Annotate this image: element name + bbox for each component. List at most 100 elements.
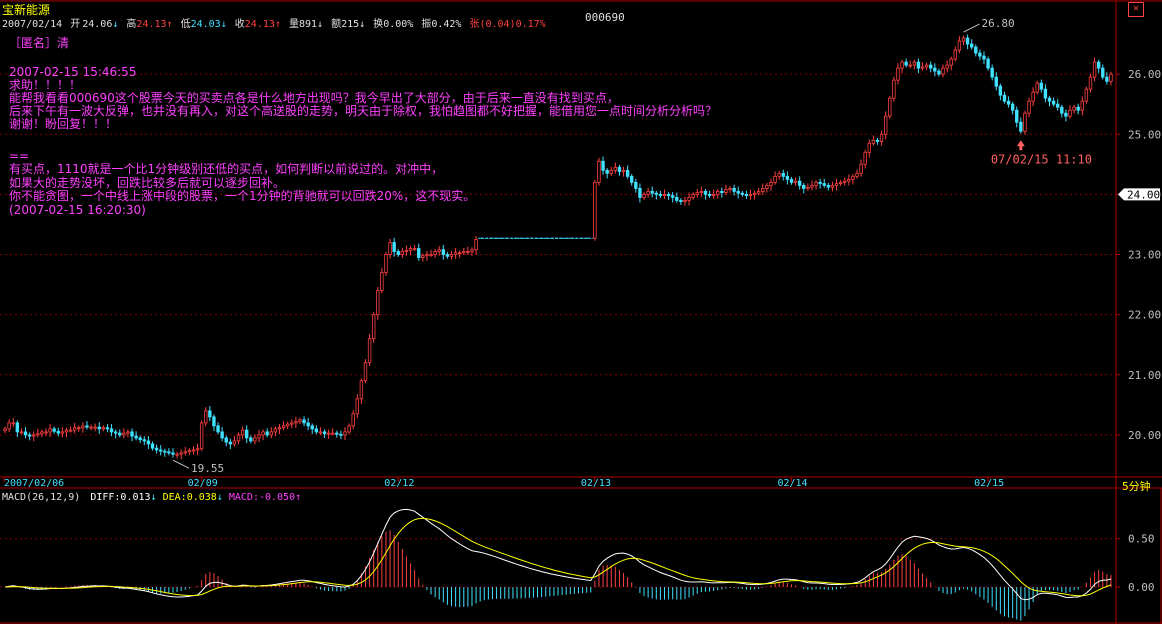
candle-body bbox=[793, 180, 798, 183]
candle-body bbox=[605, 169, 609, 174]
candle-body bbox=[642, 193, 646, 198]
candle-body bbox=[941, 67, 945, 75]
candle-body bbox=[171, 452, 175, 455]
info-turn: 0.00% bbox=[383, 19, 414, 30]
candle-body bbox=[396, 251, 400, 255]
candle-body bbox=[441, 249, 446, 255]
candle-body bbox=[89, 426, 93, 429]
arrow-up-icon: ↑ bbox=[274, 19, 281, 30]
macd-y-tick-label: 0.00 bbox=[1128, 581, 1155, 594]
period-selector[interactable]: 5分钟 bbox=[1122, 480, 1151, 493]
candle-body bbox=[294, 421, 298, 424]
arrow-down-icon: ↓ bbox=[150, 492, 157, 503]
candle-body bbox=[863, 151, 867, 165]
candle-body bbox=[322, 431, 327, 435]
info-amt: 215 bbox=[341, 19, 360, 30]
candle-body bbox=[875, 139, 880, 142]
candle-body bbox=[167, 451, 171, 454]
candle-body bbox=[990, 67, 994, 78]
min-price-label: 19.55 bbox=[191, 462, 224, 475]
candle-body bbox=[769, 181, 773, 186]
candle-body bbox=[208, 410, 212, 418]
candle-body bbox=[298, 419, 302, 423]
candle-body bbox=[822, 183, 826, 186]
candle-body bbox=[859, 163, 863, 174]
candle-body bbox=[695, 192, 699, 195]
annotation-question-time: 2007-02-15 15:46:55 bbox=[9, 65, 137, 79]
candle-body bbox=[236, 434, 241, 442]
candle-body bbox=[662, 193, 667, 196]
y-tick-label: 23.00 bbox=[1128, 249, 1161, 262]
candle-body bbox=[261, 431, 265, 436]
candle-body bbox=[1101, 67, 1105, 78]
x-tick-label: 02/12 bbox=[384, 478, 414, 489]
candle-body bbox=[183, 451, 187, 454]
candle-body bbox=[761, 187, 765, 192]
candle-body bbox=[367, 338, 372, 364]
close-icon[interactable]: ✕ bbox=[1128, 2, 1144, 17]
candle-body bbox=[1019, 121, 1023, 132]
candle-body bbox=[56, 430, 60, 434]
candle-body bbox=[310, 425, 314, 430]
info-open: 24.06 bbox=[82, 19, 113, 30]
candle-body bbox=[306, 422, 310, 427]
macd-info-bar: MACD(26,12,9) DIFF:0.013↓ DEA:0.038↓ MAC… bbox=[2, 492, 301, 503]
candle-body bbox=[1076, 106, 1080, 111]
candle-body bbox=[359, 380, 364, 400]
candle-body bbox=[408, 248, 413, 251]
macd-dea-value: 0.038 bbox=[186, 492, 217, 503]
candle-body bbox=[757, 190, 761, 194]
candle-body bbox=[265, 431, 269, 436]
info-vol: 891 bbox=[298, 19, 317, 30]
candle-body bbox=[900, 61, 904, 69]
candle-body bbox=[691, 193, 695, 198]
candle-body bbox=[64, 429, 69, 433]
candle-body bbox=[1056, 103, 1060, 108]
candle-body bbox=[417, 248, 421, 258]
candle-body bbox=[347, 425, 351, 433]
candle-body bbox=[122, 432, 126, 436]
candle-body bbox=[1035, 82, 1039, 93]
candle-body bbox=[802, 184, 806, 189]
candle-body bbox=[953, 49, 958, 60]
candle-body bbox=[68, 429, 73, 432]
candle-body bbox=[392, 242, 396, 252]
candle-body bbox=[879, 133, 884, 142]
candle-body bbox=[744, 193, 749, 196]
candle-body bbox=[716, 190, 720, 195]
candle-body bbox=[630, 175, 634, 183]
info-amp-label: 振 bbox=[421, 19, 432, 30]
max-price-label: 26.80 bbox=[981, 17, 1014, 30]
candle-body bbox=[380, 272, 384, 291]
candle-body bbox=[683, 199, 687, 202]
candle-body bbox=[867, 142, 871, 153]
candle-body bbox=[187, 450, 192, 453]
candle-body bbox=[638, 187, 642, 198]
candle-body bbox=[871, 139, 876, 144]
candle-body bbox=[3, 428, 7, 432]
candle-body bbox=[797, 180, 802, 186]
candle-body bbox=[19, 431, 24, 434]
candle-body bbox=[814, 181, 818, 186]
min-label-leader bbox=[172, 459, 190, 469]
candle-body bbox=[285, 423, 290, 427]
candle-body bbox=[453, 252, 458, 255]
candle-body bbox=[687, 196, 691, 201]
arrow-down-icon: ↓ bbox=[112, 19, 119, 30]
candle-body bbox=[1088, 76, 1093, 90]
macd-title: MACD(26,12,9) bbox=[2, 492, 81, 503]
arrow-down-icon: ↓ bbox=[216, 492, 223, 503]
candle-body bbox=[1010, 103, 1015, 111]
y-tick-label: 22.00 bbox=[1128, 309, 1161, 322]
candle-body bbox=[1031, 91, 1035, 102]
candle-body bbox=[52, 428, 56, 432]
candle-body bbox=[1092, 61, 1097, 78]
candle-body bbox=[150, 443, 155, 449]
info-amt-label: 额 bbox=[331, 19, 342, 30]
candle-body bbox=[597, 160, 601, 183]
candle-body bbox=[843, 180, 847, 183]
macd-y-tick-label: 0.50 bbox=[1128, 533, 1155, 546]
candle-body bbox=[27, 434, 32, 437]
info-high: 24.13 bbox=[136, 19, 167, 30]
